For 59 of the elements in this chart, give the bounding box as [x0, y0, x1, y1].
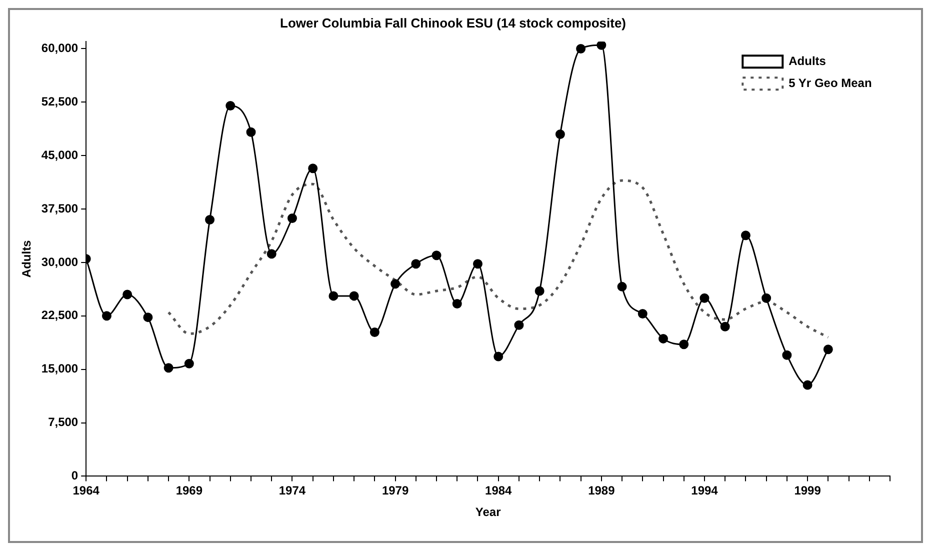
x-tick-label: 1994 — [691, 484, 718, 498]
line-series — [167, 179, 830, 339]
point — [246, 127, 256, 137]
legend-label: 5 Yr Geo Mean — [788, 76, 872, 90]
point — [349, 291, 359, 301]
chart-title: Lower Columbia Fall Chinook ESU (14 stock composite) — [280, 15, 626, 30]
point — [534, 286, 544, 296]
y-tick-label: 45,000 — [41, 148, 78, 162]
point — [514, 320, 524, 330]
point — [782, 350, 792, 360]
point — [740, 230, 750, 240]
y-tick-label: 7,500 — [48, 415, 78, 430]
x-tick-label: 1964 — [72, 484, 100, 498]
x-tick-label: 1979 — [382, 484, 409, 498]
y-tick-label: 22,500 — [41, 308, 78, 322]
point — [102, 311, 112, 321]
y-tick-label: 37,500 — [41, 201, 78, 216]
y-tick-label: 30,000 — [41, 254, 78, 269]
x-tick-label: 1984 — [485, 484, 512, 498]
y-tick-label: 60,000 — [41, 41, 78, 56]
point — [432, 250, 442, 260]
y-tick-label: 52,500 — [41, 94, 78, 108]
point — [370, 328, 380, 338]
point — [700, 293, 710, 303]
point — [638, 309, 648, 319]
point — [720, 322, 730, 332]
point — [472, 259, 482, 269]
point — [122, 290, 132, 300]
y-tick-label: 15,000 — [41, 362, 78, 376]
x-axis-title: Year — [475, 505, 502, 520]
point — [164, 363, 174, 373]
point — [452, 299, 462, 309]
x-tick-label: 1989 — [588, 484, 616, 498]
point — [287, 214, 297, 224]
legend-label: Adults — [788, 54, 826, 68]
point — [390, 279, 400, 289]
point — [266, 249, 276, 259]
y-axis-title: Adults — [20, 240, 34, 278]
point — [308, 164, 318, 174]
point — [411, 259, 421, 269]
point — [184, 358, 194, 368]
point — [226, 100, 236, 110]
point — [205, 214, 215, 224]
point — [679, 340, 689, 350]
y-tick-label: 0 — [71, 468, 78, 483]
point — [328, 291, 338, 301]
point — [555, 129, 565, 139]
x-tick-label: 1999 — [794, 484, 822, 498]
point — [576, 44, 586, 54]
point — [596, 42, 606, 50]
x-tick-label: 1974 — [278, 484, 306, 498]
point — [823, 344, 833, 354]
point — [143, 312, 153, 322]
x-tick-label: 1969 — [176, 484, 203, 498]
point — [802, 380, 812, 390]
point — [658, 334, 668, 344]
point — [617, 282, 627, 292]
point — [762, 293, 772, 303]
point — [494, 352, 504, 362]
